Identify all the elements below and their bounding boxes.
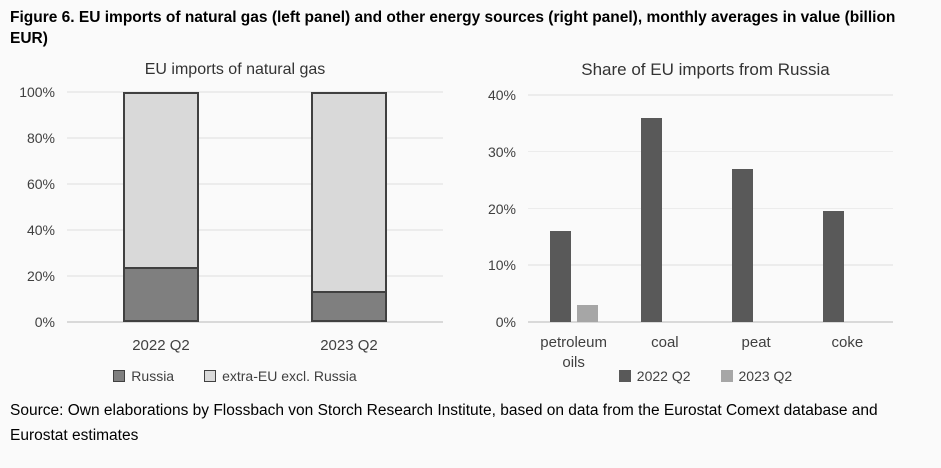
gridline bbox=[67, 137, 443, 139]
legend-swatch bbox=[204, 370, 217, 382]
y-axis-tick-label: 80% bbox=[26, 130, 55, 146]
x-axis-category-label: 2022 Q2 bbox=[132, 337, 190, 354]
legend-item-2022-q2: 2022 Q2 bbox=[618, 368, 691, 384]
gridline bbox=[528, 207, 893, 209]
y-axis-tick-label: 10% bbox=[487, 257, 516, 274]
x-axis-line bbox=[528, 321, 893, 323]
left-chart-panel: EU imports of natural gas 0% 20% 40% 60% 80%… bbox=[0, 55, 470, 395]
x-axis-category-label: coke bbox=[831, 334, 864, 351]
y-axis-tick-label: 30% bbox=[487, 143, 516, 160]
legend-label: 2022 Q2 bbox=[636, 368, 691, 384]
y-axis-tick-label: 40% bbox=[26, 222, 55, 238]
stacked-bar-segment-extra-eu-excl-russia bbox=[123, 92, 199, 267]
gridline bbox=[67, 275, 443, 277]
y-axis-tick-label: 60% bbox=[26, 176, 55, 192]
bar-2022-q2 bbox=[549, 231, 571, 322]
stacked-bar-segment-russia bbox=[123, 266, 199, 322]
right-chart-panel: Share of EU imports from Russia 0% 10% 20%… bbox=[470, 55, 941, 395]
gridline bbox=[528, 94, 893, 96]
gridline bbox=[528, 150, 893, 153]
legend-swatch bbox=[618, 370, 631, 382]
x-axis-category-label: coal bbox=[651, 334, 679, 351]
x-axis-category-label: 2023 Q2 bbox=[320, 337, 378, 354]
right-chart-legend: 2022 Q2 2023 Q2 bbox=[470, 368, 941, 384]
x-axis-category-label: peat bbox=[741, 334, 771, 351]
y-axis-tick-label: 100% bbox=[19, 84, 55, 100]
bar-2022-q2 bbox=[640, 117, 662, 322]
y-axis-tick-label: 0% bbox=[34, 314, 55, 330]
left-chart-legend: Russia extra-EU excl. Russia bbox=[0, 368, 470, 384]
gridline bbox=[528, 264, 893, 266]
legend-swatch bbox=[113, 370, 126, 382]
legend-label: extra-EU excl. Russia bbox=[222, 368, 357, 384]
legend-item-russia: Russia bbox=[113, 368, 174, 384]
left-chart-title: EU imports of natural gas bbox=[144, 61, 326, 78]
y-axis-tick-label: 40% bbox=[487, 87, 516, 103]
legend-swatch bbox=[720, 370, 733, 382]
x-axis-line bbox=[67, 321, 443, 323]
bar-2022-q2 bbox=[732, 168, 754, 322]
right-chart-title: Share of EU imports from Russia bbox=[581, 60, 830, 79]
y-axis-tick-label: 20% bbox=[487, 200, 516, 217]
legend-item-2023-q2: 2023 Q2 bbox=[720, 368, 793, 384]
stacked-bar-segment-russia bbox=[311, 290, 387, 322]
y-axis-tick-label: 20% bbox=[26, 268, 55, 284]
legend-label: Russia bbox=[131, 368, 175, 384]
legend-label: 2023 Q2 bbox=[738, 368, 793, 384]
gridline bbox=[67, 229, 443, 231]
right-chart-plot-area: 0% 10% 20% 30% 40% petroleum oils coal peat coke bbox=[470, 55, 941, 395]
stacked-bar-segment-extra-eu-excl-russia bbox=[311, 92, 387, 291]
figure-title: Figure 6. EU imports of natural gas (lef… bbox=[10, 9, 896, 47]
gridline bbox=[67, 91, 443, 93]
y-axis-tick-label: 0% bbox=[495, 314, 516, 330]
gridline bbox=[67, 183, 443, 185]
x-axis-category-label: petroleum oils bbox=[540, 334, 607, 371]
bar-2022-q2 bbox=[823, 211, 845, 322]
legend-item-extra-eu-excl-russia: extra-EU excl. Russia bbox=[204, 368, 357, 384]
left-chart-plot-area: 0% 20% 40% 60% 80% 100% 2022 Q2 2023 Q2 bbox=[0, 55, 470, 395]
source-note: Source: Own elaborations by Flossbach vo… bbox=[10, 402, 878, 444]
bar-2023-q2 bbox=[576, 304, 598, 322]
